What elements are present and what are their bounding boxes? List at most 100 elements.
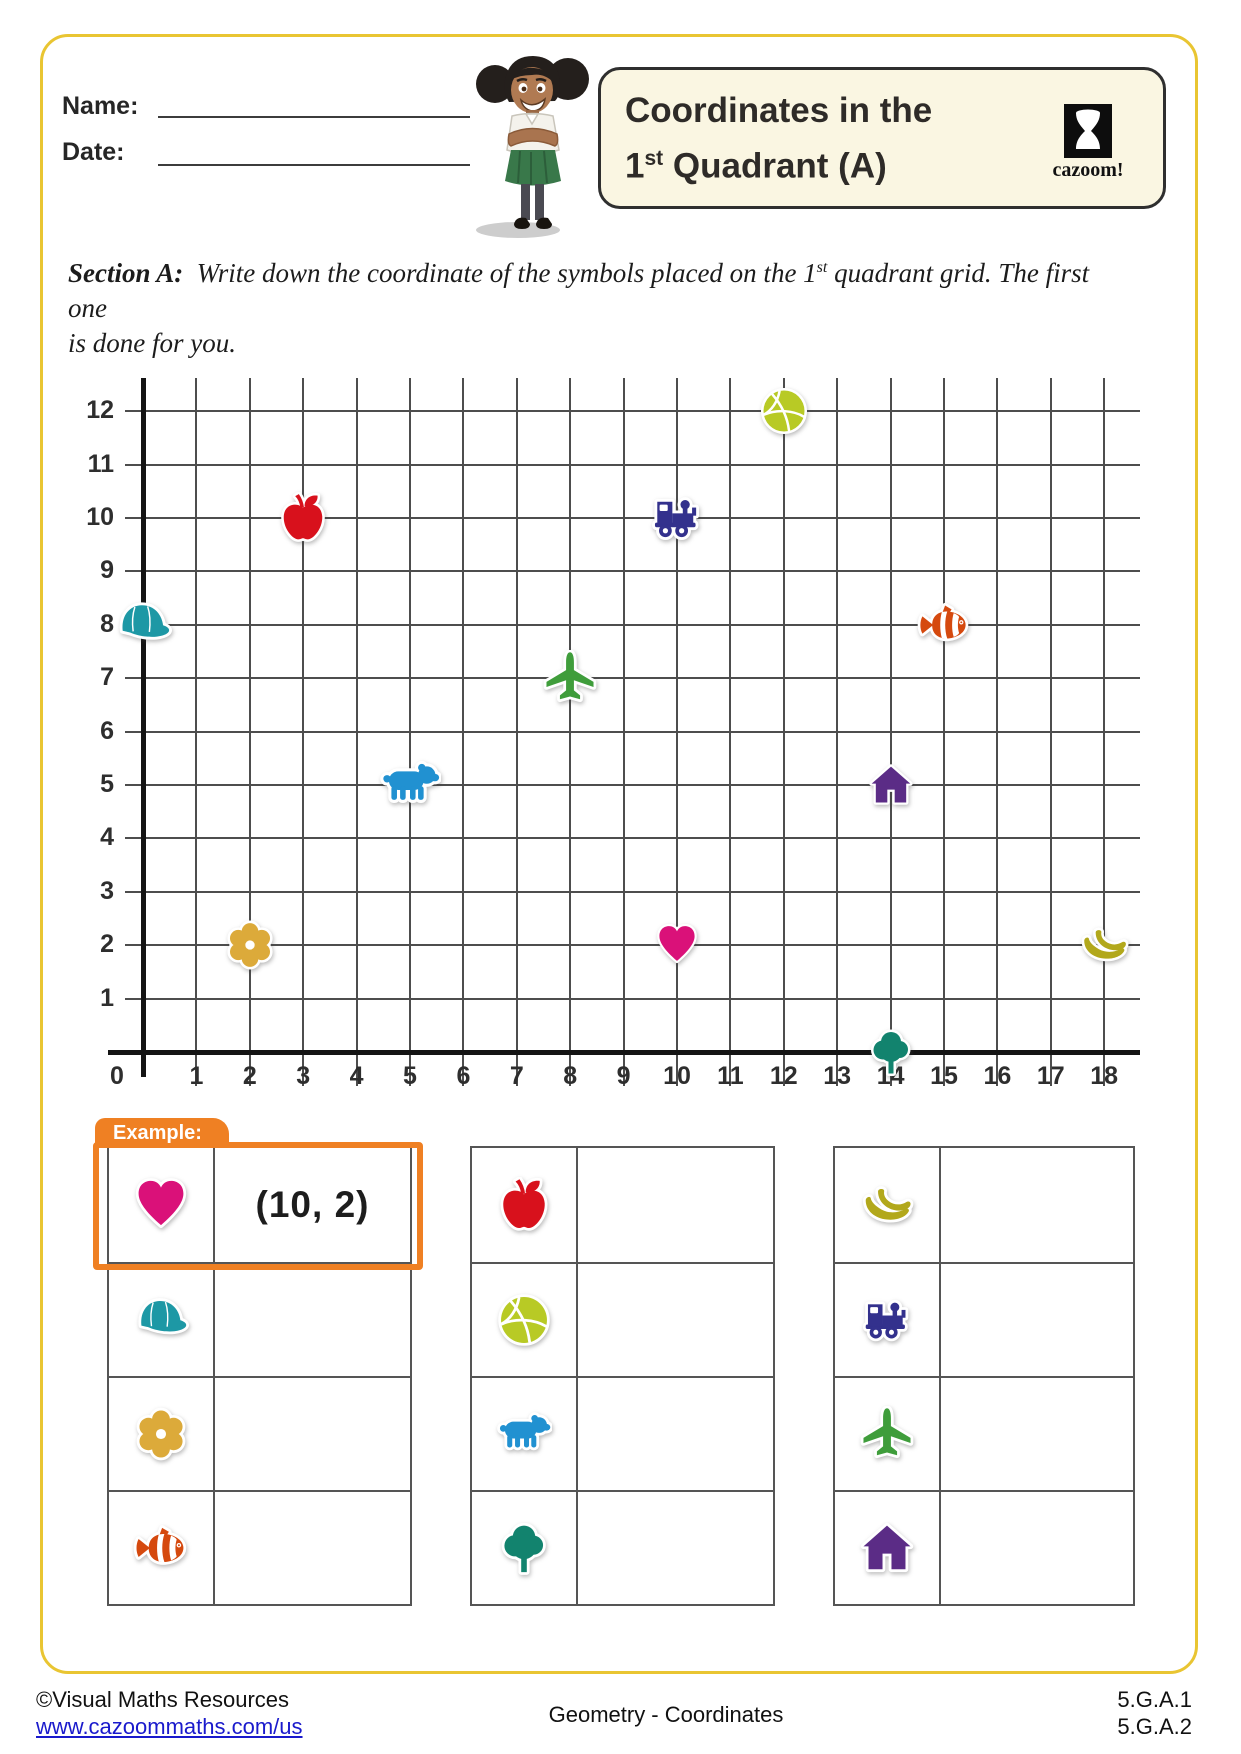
basketball-icon <box>759 386 809 436</box>
section-a-instruction: Section A: Write down the coordinate of … <box>68 258 1090 358</box>
table-row <box>109 1262 410 1376</box>
y-axis-tick-label: 7 <box>100 663 114 692</box>
worksheet-title: Coordinates in the 1st Quadrant (A) <box>625 91 933 186</box>
answer-cell <box>578 1492 773 1604</box>
x-axis-tick-label: 5 <box>403 1062 417 1090</box>
grid-line-horizontal <box>125 890 1140 893</box>
name-label: Name: <box>62 92 139 120</box>
symbol-cell <box>109 1264 215 1376</box>
x-axis-tick-label: 8 <box>563 1062 578 1090</box>
tree-icon <box>496 1520 552 1576</box>
table-row <box>835 1262 1133 1376</box>
fish-icon <box>917 598 971 652</box>
plane-icon <box>859 1406 915 1462</box>
banana-icon <box>859 1177 915 1233</box>
table-row <box>472 1376 773 1490</box>
table-row <box>472 1148 773 1262</box>
standard-code-1: 5.G.A.1 <box>1117 1687 1192 1712</box>
answer-cell <box>578 1264 773 1376</box>
cazoom-website-link[interactable]: www.cazoommaths.com/us <box>36 1714 303 1739</box>
cap-icon <box>133 1292 189 1348</box>
basketball-icon <box>496 1292 552 1348</box>
answer-cell <box>578 1148 773 1262</box>
x-axis-tick-label: 13 <box>823 1062 852 1090</box>
symbol-cell <box>109 1492 215 1604</box>
grid-line-horizontal <box>125 730 1140 733</box>
grid-line-horizontal <box>125 463 1140 466</box>
symbol-cell <box>109 1148 215 1262</box>
symbol-cell <box>835 1378 941 1490</box>
plane-icon <box>542 650 598 706</box>
copyright-text: ©Visual Maths Resources <box>36 1687 290 1712</box>
name-line <box>158 116 470 118</box>
grid-line-horizontal <box>125 944 1140 947</box>
flower-icon <box>224 919 276 971</box>
fish-icon <box>133 1520 189 1576</box>
answer-table-1: (10, 2) <box>107 1146 412 1606</box>
grid-line-horizontal <box>125 623 1140 626</box>
cazoom-drum-icon <box>1064 104 1112 158</box>
y-axis-tick-label: 12 <box>86 396 114 425</box>
answer-cell <box>941 1264 1133 1376</box>
answer-cell <box>941 1148 1133 1262</box>
footer-left: ©Visual Maths Resources www.cazoommaths.… <box>36 1686 303 1740</box>
table-row <box>472 1262 773 1376</box>
heart-icon <box>655 923 699 967</box>
answer-cell <box>215 1264 410 1376</box>
x-axis-tick-label: 2 <box>242 1062 257 1090</box>
answer-table-2 <box>470 1146 775 1606</box>
date-line <box>158 164 470 166</box>
x-axis-tick-label: 1 <box>189 1062 204 1090</box>
x-axis-tick-label: 15 <box>930 1062 958 1090</box>
y-axis-tick-label: 8 <box>100 609 114 638</box>
cap-icon <box>114 596 172 654</box>
y-axis-tick-label: 11 <box>87 449 114 478</box>
train-icon <box>648 489 706 547</box>
x-axis-tick-label: 9 <box>616 1062 631 1090</box>
symbol-cell <box>835 1492 941 1604</box>
answer-cell <box>941 1492 1133 1604</box>
answer-cell <box>215 1492 410 1604</box>
house-icon <box>868 762 914 808</box>
example-tab: Example: <box>95 1118 229 1148</box>
tree-icon <box>866 1027 916 1077</box>
answer-cell <box>941 1378 1133 1490</box>
footer-standards: 5.G.A.1 5.G.A.2 <box>1117 1686 1192 1740</box>
symbol-cell <box>835 1264 941 1376</box>
worksheet-title-box: Coordinates in the 1st Quadrant (A) cazo… <box>598 67 1166 209</box>
y-axis-tick-label: 9 <box>100 556 114 585</box>
bear-icon <box>496 1406 552 1462</box>
apple-icon <box>277 492 329 544</box>
x-axis-tick-label: 18 <box>1090 1062 1119 1090</box>
grid-line-horizontal <box>125 570 1140 573</box>
answer-table-3 <box>833 1146 1135 1606</box>
y-axis-tick-label: 6 <box>100 716 114 745</box>
symbol-cell <box>835 1148 941 1262</box>
grid-line-horizontal <box>125 677 1140 680</box>
x-axis <box>108 1049 1140 1055</box>
table-row: (10, 2) <box>109 1148 410 1262</box>
table-row <box>109 1376 410 1490</box>
x-axis-tick-label: 0 <box>110 1062 124 1090</box>
table-row <box>835 1376 1133 1490</box>
answer-cell <box>215 1378 410 1490</box>
y-axis-tick-label: 4 <box>100 823 114 852</box>
grid-line-horizontal <box>125 997 1140 1000</box>
table-row <box>472 1490 773 1604</box>
table-row <box>835 1148 1133 1262</box>
flower-icon <box>133 1406 189 1462</box>
y-axis-tick-label: 2 <box>100 930 114 959</box>
cazoom-logo: cazoom! <box>1043 104 1133 182</box>
grid-line-horizontal <box>125 410 1140 413</box>
apple-icon <box>496 1177 552 1233</box>
x-axis-tick-label: 7 <box>509 1062 524 1090</box>
y-axis-tick-label: 10 <box>86 503 114 531</box>
x-axis-tick-label: 16 <box>983 1062 1012 1090</box>
x-axis-tick-label: 17 <box>1036 1062 1065 1090</box>
x-axis-tick-label: 3 <box>296 1062 311 1090</box>
student-character-illustration <box>476 56 589 238</box>
bear-icon <box>379 754 441 816</box>
train-icon <box>859 1292 915 1348</box>
